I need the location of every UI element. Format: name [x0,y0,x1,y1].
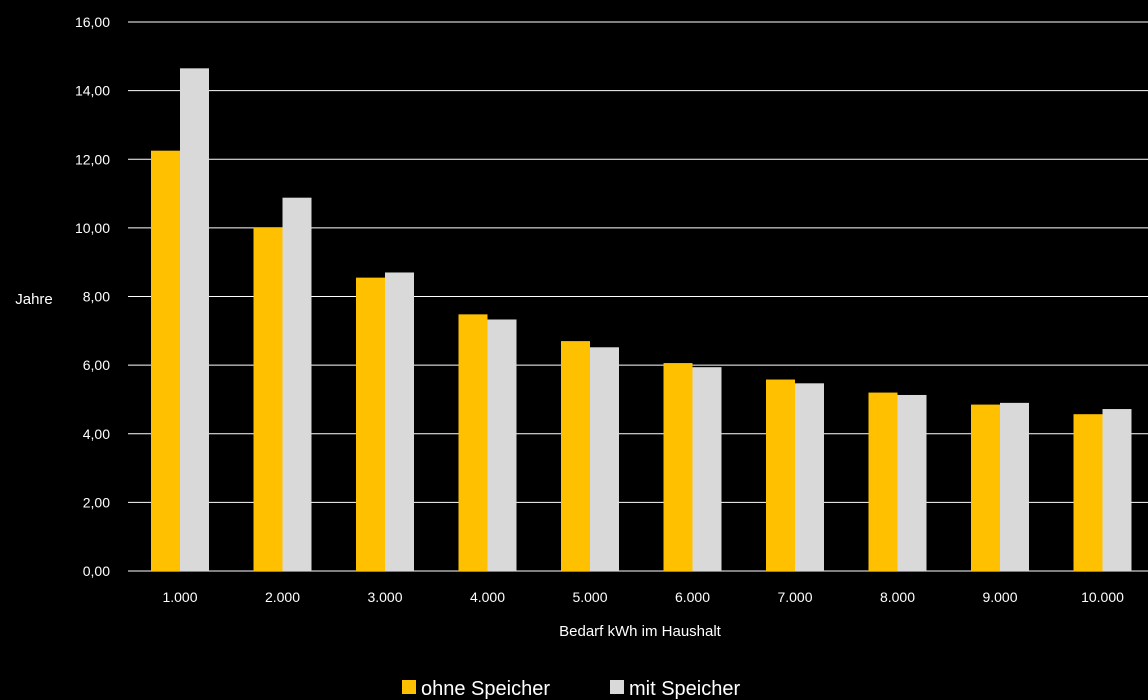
bar-ohne-speicher [868,392,898,571]
bar-mit-speicher [385,272,414,571]
bar-ohne-speicher [663,363,693,571]
legend-label-mit-speicher: mit Speicher [629,678,740,700]
bar-mit-speicher [282,197,312,571]
bar-mit-speicher [590,347,619,571]
x-tick-label: 8.000 [880,589,915,605]
y-tick-label: 16,00 [75,14,110,30]
x-tick-label: 1.000 [162,589,197,605]
y-tick-label: 12,00 [75,151,110,167]
x-tick-label: 4.000 [470,589,505,605]
x-tick-label: 9.000 [982,589,1017,605]
x-tick-label: 10.000 [1081,589,1124,605]
legend-swatch-ohne-speicher [402,680,416,694]
y-tick-label: 6,00 [83,357,110,373]
y-axis-tick-labels: 0,00 2,00 4,00 6,00 8,00 10,00 12,00 14,00 16,00 [75,14,110,579]
legend: ohne Speicher mit Speicher [402,678,740,700]
x-axis-tick-labels: 1.000 2.000 3.000 4.000 5.000 6.000 7.000 8.000… [162,589,1124,605]
x-axis-title: Bedarf kWh im Haushalt [559,623,722,640]
y-tick-label: 8,00 [83,289,110,305]
bar-ohne-speicher [561,341,590,571]
y-tick-label: 10,00 [75,220,110,236]
bar-mit-speicher [795,383,824,571]
y-tick-label: 4,00 [83,426,110,442]
x-tick-label: 6.000 [675,589,710,605]
y-axis-title: Jahre [15,291,53,308]
x-tick-label: 5.000 [572,589,607,605]
legend-label-ohne-speicher: ohne Speicher [421,678,550,700]
bar-mit-speicher [1000,402,1029,571]
bar-ohne-speicher [971,404,1000,571]
bar-ohne-speicher [356,277,385,571]
bar-ohne-speicher [253,227,283,571]
legend-swatch-mit-speicher [610,680,624,694]
y-tick-label: 0,00 [83,563,110,579]
y-tick-label: 2,00 [83,494,110,510]
bar-ohne-speicher [1073,414,1103,571]
bar-ohne-speicher [151,150,180,571]
bar-ohne-speicher [458,314,488,571]
x-tick-label: 3.000 [367,589,402,605]
y-tick-label: 14,00 [75,83,110,99]
bar-mit-speicher [487,319,517,571]
bar-ohne-speicher [766,379,795,571]
bars [151,68,1132,572]
bar-mit-speicher [1102,409,1132,571]
bar-mit-speicher [897,394,927,571]
x-tick-label: 2.000 [265,589,300,605]
bar-mit-speicher [180,68,209,572]
x-tick-label: 7.000 [777,589,812,605]
bar-mit-speicher [692,367,722,571]
